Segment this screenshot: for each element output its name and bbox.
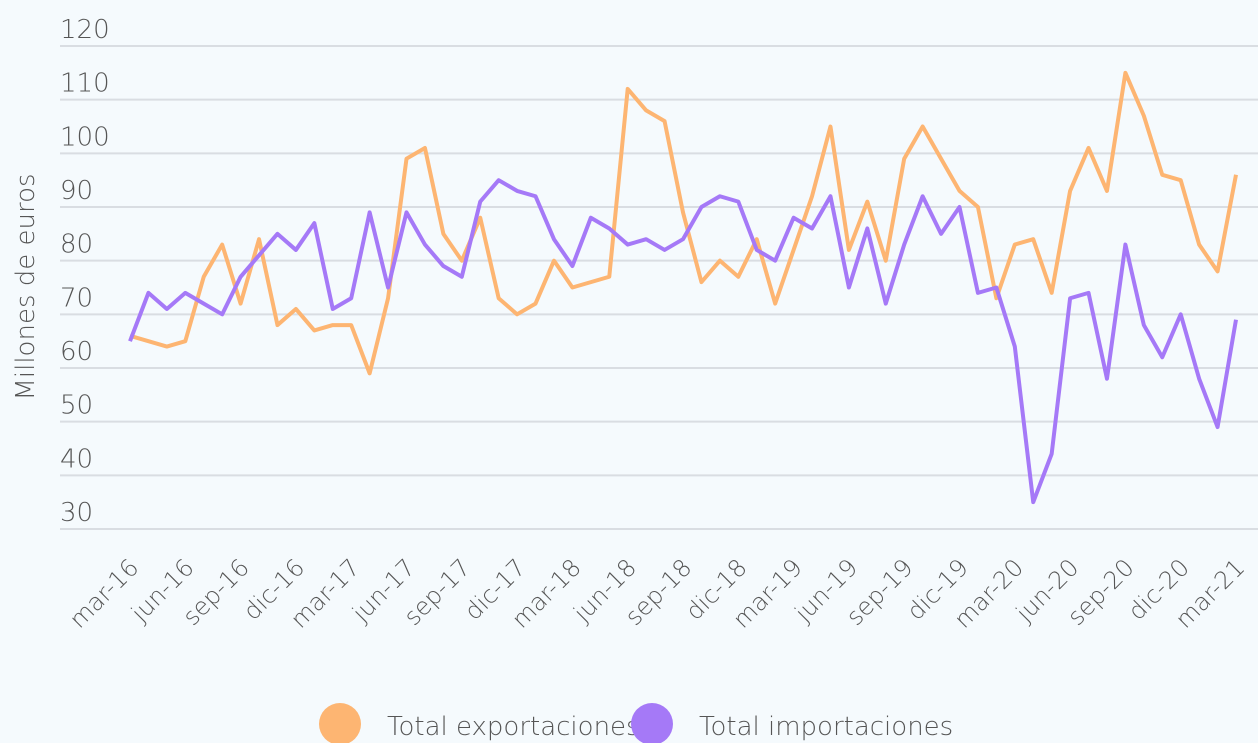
y-tick-label: 120 — [60, 15, 110, 45]
line-series — [128, 178, 1238, 505]
y-tick-label: 90 — [60, 176, 93, 206]
y-tick-label: 40 — [60, 444, 93, 474]
y-tick-label: 50 — [60, 391, 93, 421]
y-tick-label: 70 — [60, 283, 93, 313]
legend-swatch — [631, 703, 673, 743]
legend-label: Total exportaciones — [387, 712, 640, 742]
y-tick-label: 60 — [60, 337, 93, 367]
y-tick-label: 100 — [60, 122, 110, 152]
legend-label: Total importaciones — [699, 712, 953, 742]
y-tick-label: 30 — [60, 498, 93, 528]
line-series — [129, 70, 1238, 376]
y-axis-label: Millones de euros — [11, 173, 41, 400]
y-tick-label: 80 — [60, 230, 93, 260]
legend-swatch — [319, 703, 361, 743]
x-tick-label: mar-16 — [64, 553, 144, 633]
y-tick-label: 110 — [60, 69, 110, 99]
